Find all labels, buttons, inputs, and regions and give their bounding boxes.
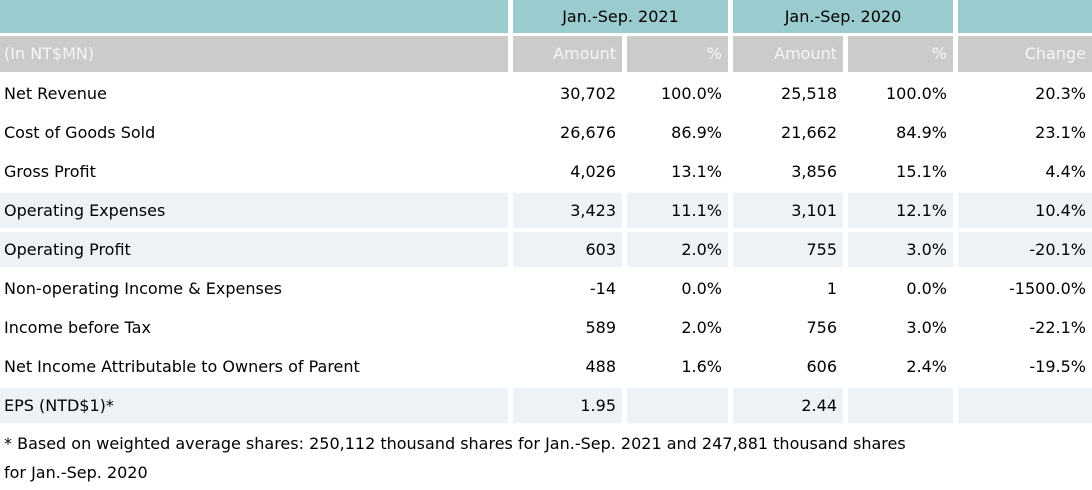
amount-2021-cell: 603 [513, 232, 622, 267]
amount-2020-cell: 755 [733, 232, 843, 267]
table-row-non-operating: Non-operating Income & Expenses -14 0.0%… [0, 271, 1092, 306]
footnote-line-2: for Jan.-Sep. 2020 [4, 463, 148, 482]
pct-2021-cell: 2.0% [627, 232, 728, 267]
amount-2021-cell: 4,026 [570, 161, 616, 181]
amount-2021-cell: 3,423 [513, 193, 622, 228]
amount-2021-cell: 30,702 [560, 83, 616, 103]
pct-2020-header: % [848, 36, 953, 72]
table-row-operating-expenses: Operating Expenses 3,423 11.1% 3,101 12.… [0, 193, 1092, 228]
pct-2020-cell: 84.9% [896, 122, 947, 142]
amount-2020-cell: 3,101 [733, 193, 843, 228]
pct-2021-cell: 0.0% [681, 278, 722, 298]
row-label: Cost of Goods Sold [4, 122, 156, 142]
amount-2020-cell: 21,662 [781, 122, 837, 142]
pct-2021-cell: 1.6% [681, 356, 722, 376]
change-cell: 10.4% [958, 193, 1092, 228]
amount-2021-cell: 1.95 [513, 388, 622, 423]
table-row-gross-profit: Gross Profit 4,026 13.1% 3,856 15.1% 4.4… [0, 154, 1092, 189]
row-label: Income before Tax [4, 317, 151, 337]
change-cell: -22.1% [1029, 317, 1086, 337]
period-header-row: Jan.-Sep. 2021 Jan.-Sep. 2020 [0, 0, 1092, 33]
amount-2021-cell: -14 [589, 278, 616, 298]
pct-2020-cell: 15.1% [896, 161, 947, 181]
pct-2020-cell: 3.0% [906, 317, 947, 337]
change-header: Change [958, 36, 1092, 72]
pct-2021-header: % [627, 36, 728, 72]
row-label: Net Revenue [4, 83, 107, 103]
change-cell: -19.5% [1029, 356, 1086, 376]
change-cell [958, 388, 1092, 423]
table-row-net-income: Net Income Attributable to Owners of Par… [0, 349, 1092, 384]
pct-2020-cell: 100.0% [885, 83, 947, 103]
pct-2020-cell: 0.0% [906, 278, 947, 298]
row-label: Net Income Attributable to Owners of Par… [4, 356, 360, 376]
change-cell: 20.3% [1035, 83, 1086, 103]
table-row-cogs: Cost of Goods Sold 26,676 86.9% 21,662 8… [0, 115, 1092, 150]
column-header-row: (In NT$MN) Amount % Amount % Change [0, 36, 1092, 72]
pct-2021-cell: 100.0% [660, 83, 722, 103]
change-cell: 23.1% [1035, 122, 1086, 142]
amount-2021-header: Amount [513, 36, 622, 72]
amount-2020-header: Amount [733, 36, 843, 72]
table-row-net-revenue: Net Revenue 30,702 100.0% 25,518 100.0% … [0, 76, 1092, 111]
corner-spacer [0, 0, 508, 33]
table-row-eps: EPS (NTD$1)* 1.95 2.44 [0, 388, 1092, 423]
income-statement-table: Jan.-Sep. 2021 Jan.-Sep. 2020 (In NT$MN)… [0, 0, 1092, 423]
pct-2021-cell: 2.0% [681, 317, 722, 337]
change-header-spacer [958, 0, 1092, 33]
change-cell: -1500.0% [1009, 278, 1086, 298]
row-label: EPS (NTD$1)* [0, 388, 508, 423]
amount-2020-cell: 2.44 [733, 388, 843, 423]
amount-2020-cell: 606 [806, 356, 837, 376]
row-label: Non-operating Income & Expenses [4, 278, 282, 298]
pct-2021-cell: 11.1% [627, 193, 728, 228]
period-header-2021: Jan.-Sep. 2021 [513, 0, 728, 33]
amount-2021-cell: 589 [585, 317, 616, 337]
pct-2021-cell: 13.1% [671, 161, 722, 181]
amount-2020-cell: 25,518 [781, 83, 837, 103]
amount-2020-cell: 3,856 [791, 161, 837, 181]
change-cell: -20.1% [958, 232, 1092, 267]
period-header-2020: Jan.-Sep. 2020 [733, 0, 953, 33]
row-label: Operating Profit [0, 232, 508, 267]
pct-2020-cell: 12.1% [848, 193, 953, 228]
pct-2021-cell: 86.9% [671, 122, 722, 142]
amount-2020-cell: 1 [826, 278, 837, 298]
amount-2021-cell: 488 [585, 356, 616, 376]
footnote-line-1: * Based on weighted average shares: 250,… [4, 434, 906, 453]
pct-2020-cell: 2.4% [906, 356, 947, 376]
amount-2020-cell: 756 [806, 317, 837, 337]
change-cell: 4.4% [1045, 161, 1086, 181]
amount-2021-cell: 26,676 [560, 122, 616, 142]
row-label: Operating Expenses [0, 193, 508, 228]
footnote: * Based on weighted average shares: 250,… [0, 429, 1092, 487]
row-label: Gross Profit [4, 161, 96, 181]
pct-2020-cell [848, 388, 953, 423]
pct-2020-cell: 3.0% [848, 232, 953, 267]
table-row-income-before-tax: Income before Tax 589 2.0% 756 3.0% -22.… [0, 310, 1092, 345]
table-row-operating-profit: Operating Profit 603 2.0% 755 3.0% -20.1… [0, 232, 1092, 267]
pct-2021-cell [627, 388, 728, 423]
unit-label: (In NT$MN) [0, 36, 508, 72]
